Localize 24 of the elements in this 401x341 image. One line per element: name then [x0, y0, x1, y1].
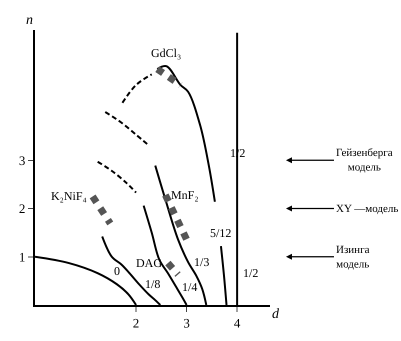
text: Изинга модель	[336, 244, 370, 270]
line-series	[96, 160, 138, 194]
line-series	[104, 111, 150, 146]
annotation: 0	[114, 264, 120, 278]
x-tick-label: 3	[183, 316, 190, 331]
annotation: DAG	[136, 256, 162, 270]
annotation: 5/12	[210, 226, 232, 240]
text: Гейзенберга модель	[336, 147, 393, 174]
y-tick-label: 2	[18, 201, 26, 216]
annotation: MnF₂	[171, 188, 199, 202]
annotation: GdCl₃	[151, 46, 182, 60]
y-tick-label: 3	[18, 152, 26, 168]
annotation: 1/4	[182, 280, 198, 294]
annotation: 1/3	[194, 255, 210, 269]
line-series	[156, 65, 216, 203]
annotation: K₂NiF₄	[51, 189, 87, 203]
y-tick-label: 1	[18, 249, 26, 264]
annotation: 1/2	[243, 266, 258, 280]
y-axis-title: n	[26, 13, 33, 28]
text: XY —модель	[336, 203, 398, 215]
annotation: 1/8	[145, 277, 160, 291]
x-tick-label: 2	[132, 316, 140, 331]
x-tick-label: 4	[234, 316, 241, 331]
x-axis-title: d	[272, 307, 280, 322]
